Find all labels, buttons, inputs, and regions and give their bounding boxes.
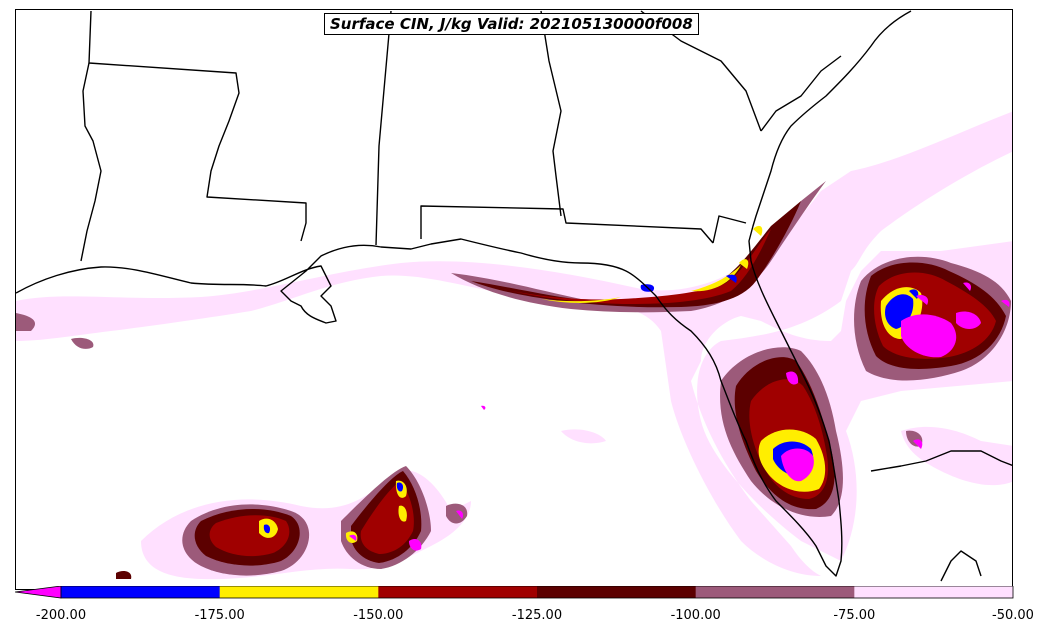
coastline-and-borders bbox=[16, 10, 1012, 582]
cin-band-below-minus-200 bbox=[349, 282, 1010, 551]
state-border-al-ga bbox=[540, 10, 562, 217]
map-panel bbox=[15, 9, 1013, 590]
colorbar-bin bbox=[854, 586, 1014, 598]
state-border-ga-fl bbox=[712, 215, 747, 244]
colorbar-bin bbox=[219, 586, 379, 598]
colorbar-bin bbox=[695, 586, 855, 598]
state-border-ms-al bbox=[375, 10, 392, 246]
colorbar-tick-label: -100.00 bbox=[670, 608, 721, 623]
colorbar-bin bbox=[537, 586, 697, 598]
colorbar-tick-label: -200.00 bbox=[35, 608, 87, 623]
colorbar-bin bbox=[378, 586, 538, 598]
cin-map bbox=[16, 10, 1012, 582]
bahamas-island bbox=[940, 550, 982, 582]
map-title: Surface CIN, J/kg Valid: 202105130000f00… bbox=[324, 13, 699, 35]
colorbar-bin bbox=[61, 586, 221, 598]
state-border-fl-al bbox=[420, 205, 714, 244]
state-border-ar-la bbox=[80, 62, 102, 262]
colorbar-extension-min bbox=[15, 586, 62, 599]
state-border-la-ms bbox=[88, 10, 307, 242]
colorbar-tick-label: -125.00 bbox=[511, 608, 563, 623]
colorbar-outline bbox=[60, 586, 1014, 599]
colorbar-tick-label: -75.00 bbox=[833, 608, 876, 623]
gulf-coastline bbox=[16, 10, 912, 577]
cin-shading bbox=[16, 111, 1012, 580]
colorbar-tick-label: -175.00 bbox=[194, 608, 245, 623]
colorbar-tick-label: -150.00 bbox=[353, 608, 404, 623]
colorbar bbox=[15, 586, 1014, 599]
east-coast bbox=[760, 55, 842, 132]
cuba-coast bbox=[870, 450, 1012, 472]
colorbar-tick-label: -50.00 bbox=[992, 608, 1034, 623]
